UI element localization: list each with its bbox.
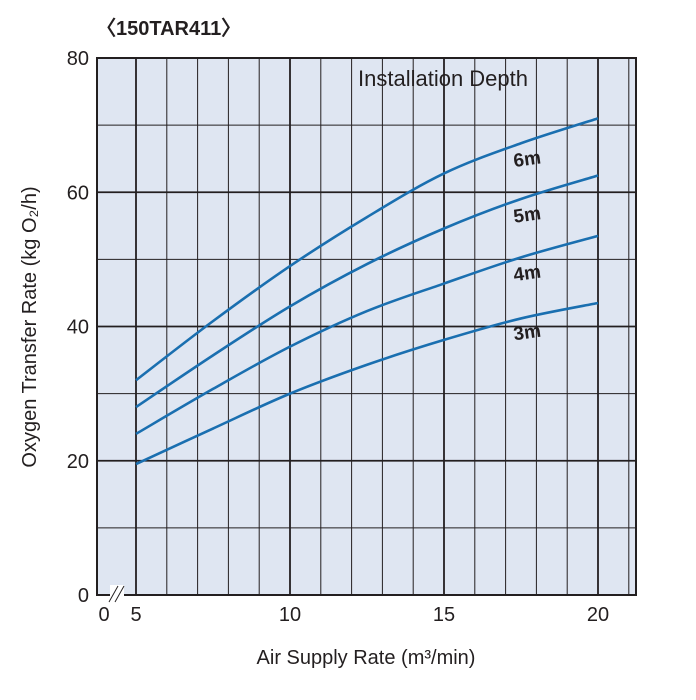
series-label-6m: 6m [512, 147, 542, 172]
y-tick-label: 40 [67, 317, 89, 339]
y-tick-label: 20 [67, 451, 89, 473]
axis-break-gap [110, 585, 124, 599]
x-axis-label: Air Supply Rate (m³/min) [257, 647, 476, 669]
series-label-4m: 4m [512, 262, 542, 287]
x-tick-label: 10 [279, 604, 301, 626]
axis-break-mark [114, 585, 125, 603]
x-tick-label: 5 [130, 604, 141, 626]
x-tick-label: 0 [98, 604, 109, 626]
x-tick-label: 20 [587, 604, 609, 626]
legend-title: Installation Depth [358, 66, 528, 91]
y-axis-label: Oxygen Transfer Rate (kg O₂/h) [19, 186, 41, 467]
y-tick-label: 0 [78, 585, 89, 607]
axis-break-mark [108, 585, 119, 603]
series-label-5m: 5m [512, 203, 542, 228]
series-line-6m [135, 117, 599, 382]
x-tick-label: 15 [433, 604, 455, 626]
chart-title: 〈150TAR411〉 [96, 18, 242, 40]
y-tick-label: 60 [67, 182, 89, 204]
series-label-3m: 3m [512, 321, 542, 346]
plot-frame [96, 57, 637, 596]
series-line-3m [135, 301, 599, 466]
series-line-4m [135, 234, 599, 436]
y-tick-label: 80 [67, 48, 89, 70]
series-line-5m [135, 174, 599, 409]
